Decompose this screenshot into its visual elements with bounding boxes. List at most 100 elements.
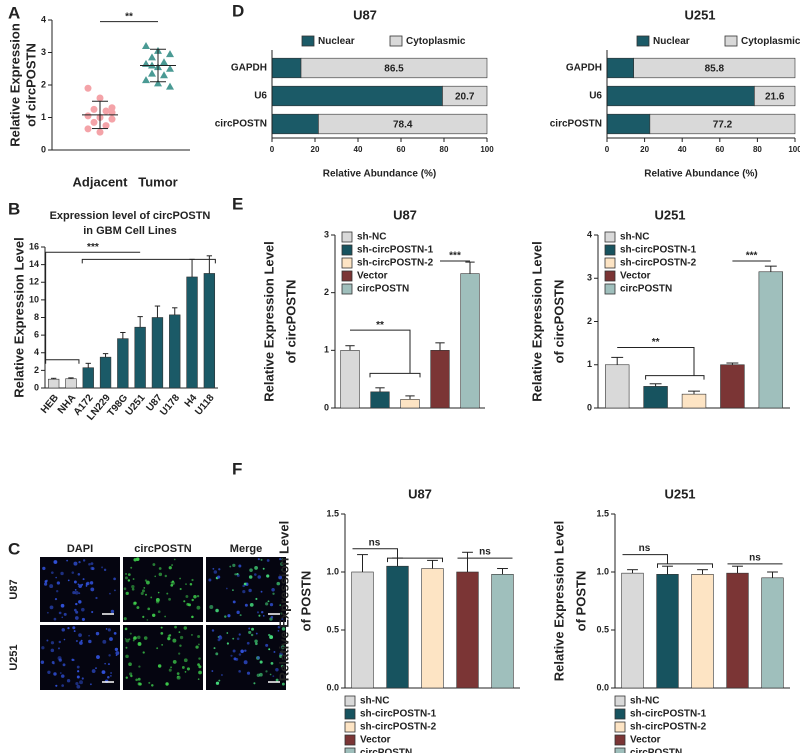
cell — [53, 617, 57, 621]
x-tick-label: 20 — [640, 145, 649, 154]
micrograph-panel — [40, 557, 120, 622]
legend-label: Nuclear — [653, 36, 690, 47]
cell — [125, 654, 129, 659]
cell — [146, 580, 150, 585]
cell — [186, 667, 190, 671]
cell — [178, 652, 181, 655]
cell — [258, 614, 261, 617]
y-axis-label: of circPOSTN — [551, 280, 566, 364]
cell — [191, 598, 194, 602]
cell — [78, 600, 82, 604]
data-point — [84, 84, 92, 92]
cell — [281, 568, 284, 571]
y-tick-label: 0 — [34, 382, 39, 392]
cell — [44, 580, 48, 583]
y-axis-label: Relative Expression Level — [551, 521, 566, 681]
x-axis-label: Relative Abundance (%) — [323, 169, 437, 180]
cell — [189, 583, 193, 586]
bar — [491, 574, 514, 689]
bar — [758, 271, 784, 409]
cell — [197, 643, 200, 646]
cell — [277, 625, 281, 629]
bar-segment — [271, 113, 319, 135]
bar — [340, 350, 360, 409]
cell — [269, 635, 274, 640]
bar — [691, 574, 714, 689]
cell — [61, 616, 64, 619]
y-tick-label: 1 — [41, 112, 46, 122]
cell — [113, 632, 117, 635]
cell — [53, 560, 56, 563]
cell — [248, 588, 252, 593]
cell — [251, 627, 254, 631]
data-point — [166, 50, 174, 58]
cell — [63, 612, 67, 616]
cell — [179, 635, 184, 640]
bar-segment — [649, 113, 796, 135]
cell — [135, 678, 138, 682]
cell — [152, 563, 156, 566]
cell — [276, 581, 281, 586]
bar-segment — [271, 57, 302, 79]
y-axis-label: of circPOSTN — [23, 43, 38, 127]
legend-label: sh-circPOSTN-1 — [357, 245, 434, 256]
cell — [196, 605, 201, 610]
y-tick-label: 0.0 — [326, 682, 339, 692]
cell — [132, 578, 135, 580]
legend-swatch — [341, 231, 353, 243]
cell — [171, 564, 173, 566]
cell — [281, 682, 285, 686]
cell — [181, 666, 185, 669]
cell — [167, 634, 171, 638]
cell — [158, 572, 163, 577]
y-tick-label: 2 — [324, 287, 329, 297]
cell — [191, 633, 193, 636]
column-label: DAPI — [67, 543, 93, 555]
x-tick-label: 80 — [440, 145, 449, 154]
cell — [173, 558, 176, 561]
annotation: ns — [639, 543, 651, 554]
cell — [281, 617, 284, 621]
legend-label: sh-NC — [360, 696, 389, 707]
annotation-line — [352, 548, 443, 563]
cell — [273, 651, 276, 653]
legend-label: sh-NC — [630, 696, 659, 707]
cell — [178, 631, 181, 633]
data-point — [90, 118, 98, 126]
cell — [174, 625, 177, 629]
cell — [259, 660, 263, 664]
cell — [232, 563, 236, 568]
legend-label: circPOSTN — [630, 748, 682, 753]
cell — [198, 670, 202, 675]
data-point — [154, 79, 162, 87]
cell — [110, 609, 115, 614]
cell — [257, 575, 261, 579]
cell — [267, 600, 270, 603]
legend-label: Vector — [357, 271, 388, 282]
annotation: ** — [652, 337, 660, 348]
cell — [133, 558, 137, 562]
cell — [66, 559, 68, 562]
cell — [76, 675, 80, 679]
bar — [720, 364, 745, 409]
legend-label: circPOSTN — [357, 284, 409, 295]
cell — [95, 631, 100, 636]
data-point — [142, 42, 150, 49]
bar-segment — [271, 85, 443, 107]
cell — [215, 652, 219, 656]
cell — [129, 672, 133, 676]
cell — [280, 562, 284, 566]
bar — [421, 568, 444, 689]
cell — [67, 579, 70, 582]
cell — [79, 641, 83, 645]
cell — [60, 674, 65, 678]
annotation-line — [350, 329, 421, 378]
annotation-line — [45, 251, 141, 364]
annotation-line — [617, 346, 705, 380]
cell — [265, 602, 269, 606]
cell — [151, 684, 154, 687]
x-tick-label: U251 — [124, 392, 148, 418]
micrograph-panel — [123, 557, 203, 622]
data-point — [102, 122, 110, 130]
cell — [137, 642, 142, 646]
